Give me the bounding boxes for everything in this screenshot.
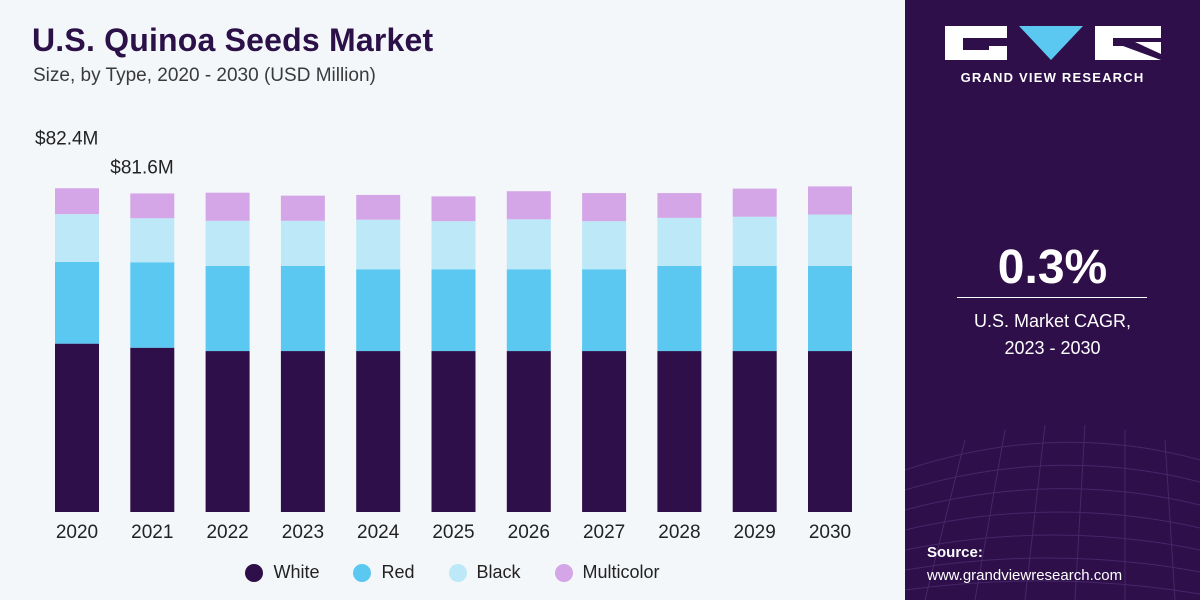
bar-segment-white-2020 xyxy=(55,343,99,512)
source-url[interactable]: www.grandviewresearch.com xyxy=(927,567,1123,584)
bar-segment-multicolor-2021 xyxy=(130,193,175,219)
legend-label-multicolor: Multicolor xyxy=(582,562,660,582)
bar-segment-red-2023 xyxy=(280,265,325,352)
legend-swatch-black xyxy=(448,563,467,582)
data-label-2020: $82.4M xyxy=(35,128,98,149)
bar-segment-white-2027 xyxy=(582,351,627,512)
bar-segment-black-2022 xyxy=(205,220,250,266)
cagr-value: 0.3% xyxy=(997,241,1108,294)
bar-segment-black-2026 xyxy=(506,219,551,270)
legend-swatch-multicolor xyxy=(554,563,573,582)
data-label-2021: $81.6M xyxy=(110,157,173,178)
x-tick-label-2025: 2025 xyxy=(432,522,474,543)
bar-segment-black-2030 xyxy=(808,214,852,266)
bar-segment-white-2021 xyxy=(130,347,175,512)
bar-segment-black-2023 xyxy=(280,220,325,266)
bar-segment-multicolor-2026 xyxy=(506,191,551,220)
legend-item-red: Red xyxy=(353,562,415,583)
stacked-bar-chart: 2020 2021 2022 2023 2024 2025 2026 2027 2028 2029… xyxy=(35,128,852,543)
bar-segment-white-2025 xyxy=(431,351,476,512)
bar-segment-white-2030 xyxy=(808,351,852,512)
divider-line xyxy=(957,297,1147,298)
bar-segment-red-2024 xyxy=(356,269,401,352)
chart-subtitle: Size, by Type, 2020 - 2030 (USD Million) xyxy=(33,65,376,86)
bar-segment-multicolor-2022 xyxy=(205,192,250,221)
bar-segment-multicolor-2027 xyxy=(582,193,627,222)
bar-segment-white-2022 xyxy=(205,351,250,512)
bar-segment-red-2029 xyxy=(732,265,777,352)
bar-segment-black-2020 xyxy=(55,214,99,262)
chart-legend: White Red Black Multicolor xyxy=(0,562,905,583)
x-tick-label-2023: 2023 xyxy=(282,522,324,543)
bar-segment-black-2029 xyxy=(732,216,777,266)
bar-segment-red-2021 xyxy=(130,262,175,348)
legend-swatch-white xyxy=(245,563,264,582)
legend-swatch-red xyxy=(353,563,372,582)
cagr-label-line-2: 2023 - 2030 xyxy=(1004,338,1101,358)
legend-label-black: Black xyxy=(476,562,521,582)
x-tick-label-2027: 2027 xyxy=(583,522,625,543)
bar-segment-black-2021 xyxy=(130,218,175,263)
bar-segment-red-2030 xyxy=(808,265,852,352)
legend-item-white: White xyxy=(245,562,319,583)
bar-segment-black-2027 xyxy=(582,221,627,270)
bar-segment-white-2028 xyxy=(657,351,702,512)
chart-title: U.S. Quinoa Seeds Market xyxy=(32,22,434,58)
bar-segment-black-2025 xyxy=(431,221,476,270)
x-tick-label-2030: 2030 xyxy=(809,522,851,543)
wave-grid-decoration xyxy=(905,424,1200,600)
bar-segment-white-2029 xyxy=(732,351,777,512)
bar-segment-white-2023 xyxy=(280,351,325,512)
bar-segment-multicolor-2029 xyxy=(732,188,777,217)
grand-view-research-logo xyxy=(945,26,1161,60)
chart-panel: U.S. Quinoa Seeds Market Size, by Type, … xyxy=(0,0,905,600)
bar-segment-red-2020 xyxy=(55,261,99,344)
bar-segment-red-2022 xyxy=(205,265,250,352)
bar-segment-multicolor-2020 xyxy=(55,188,99,215)
bar-segment-multicolor-2024 xyxy=(356,194,401,220)
bar-segment-black-2028 xyxy=(657,217,702,266)
bar-segment-black-2024 xyxy=(356,219,401,270)
legend-item-black: Black xyxy=(448,562,521,583)
source-title: Source: xyxy=(927,544,983,561)
bar-segment-white-2024 xyxy=(356,351,401,512)
legend-item-multicolor: Multicolor xyxy=(554,562,660,583)
sidebar-panel: GRAND VIEW RESEARCH 0.3% U.S. Market CAG… xyxy=(905,0,1200,600)
bar-segment-multicolor-2023 xyxy=(280,195,325,221)
cagr-label-line-1: U.S. Market CAGR, xyxy=(973,311,1132,331)
bar-segment-red-2026 xyxy=(506,269,551,352)
bar-segment-white-2026 xyxy=(506,351,551,512)
bar-segment-red-2028 xyxy=(657,265,702,352)
brand-name: GRAND VIEW RESEARCH xyxy=(960,70,1145,85)
x-tick-label-2020: 2020 xyxy=(56,522,98,543)
x-tick-label-2024: 2024 xyxy=(357,522,400,543)
legend-label-red: Red xyxy=(381,562,415,582)
x-tick-label-2029: 2029 xyxy=(734,522,776,543)
x-tick-label-2026: 2026 xyxy=(508,522,550,543)
x-tick-label-2028: 2028 xyxy=(658,522,700,543)
legend-label-white: White xyxy=(273,562,320,582)
x-tick-label-2022: 2022 xyxy=(206,522,248,543)
bar-segment-multicolor-2028 xyxy=(657,193,702,218)
bar-segment-red-2027 xyxy=(582,269,627,352)
bar-segment-multicolor-2030 xyxy=(808,186,852,215)
cagr-label: U.S. Market CAGR, 2023 - 2030 xyxy=(905,308,1200,362)
bar-segment-multicolor-2025 xyxy=(431,196,476,222)
bar-segment-red-2025 xyxy=(431,269,476,352)
x-tick-label-2021: 2021 xyxy=(131,522,173,543)
